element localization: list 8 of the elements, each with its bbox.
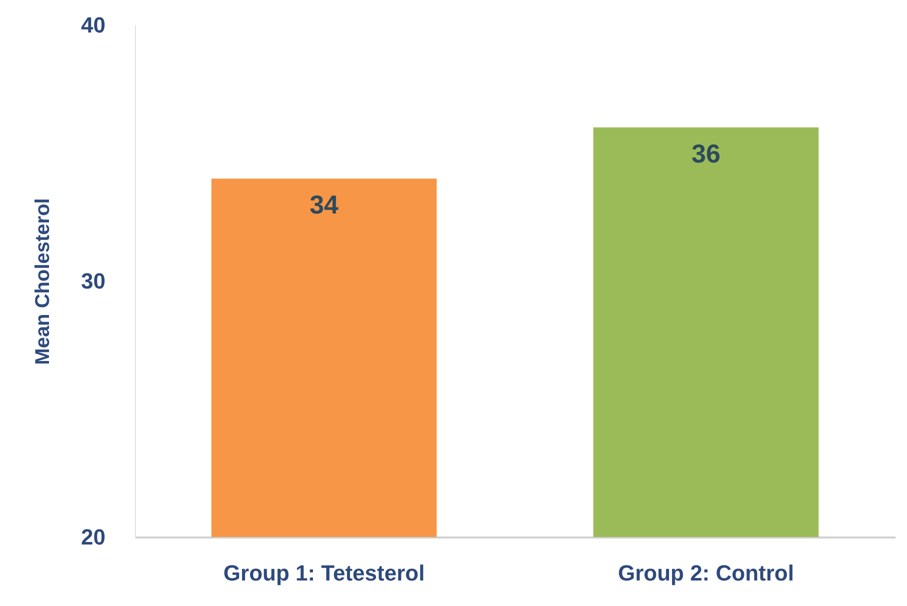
data-label: 34 bbox=[310, 190, 340, 220]
y-axis-title: Mean Cholesterol bbox=[32, 198, 54, 365]
y-tick-label: 30 bbox=[81, 268, 106, 294]
x-tick-label: Group 1: Tetesterol bbox=[223, 560, 425, 586]
x-tick-label: Group 2: Control bbox=[618, 560, 794, 586]
data-label: 36 bbox=[691, 138, 720, 168]
y-tick-label: 20 bbox=[81, 524, 106, 550]
y-tick-label: 40 bbox=[81, 12, 106, 38]
